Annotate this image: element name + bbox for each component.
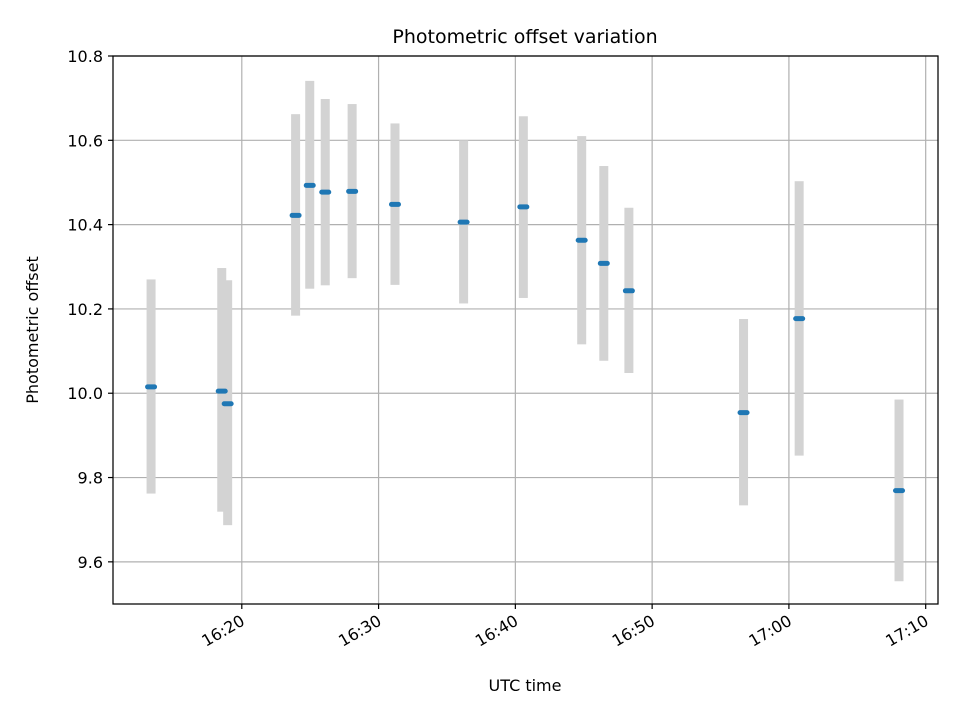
y-tick-label: 10.6	[67, 131, 103, 150]
plot-frame	[112, 55, 939, 605]
y-tick-label: 10.2	[67, 300, 103, 319]
x-axis-label: UTC time	[489, 676, 562, 695]
y-tick-label: 9.6	[78, 553, 103, 572]
data-points	[145, 182, 906, 494]
y-tick-label: 10.8	[67, 47, 103, 66]
y-tick-label: 10.4	[67, 216, 103, 235]
y-axis-label: Photometric offset	[23, 256, 42, 404]
chart-title: Photometric offset variation	[392, 26, 657, 48]
y-axis-ticks: 9.6 9.8 10.0 10.2 10.4 10.6 10.8	[67, 47, 113, 572]
y-tick-label: 10.0	[67, 384, 103, 403]
y-tick-label: 9.8	[78, 469, 103, 488]
